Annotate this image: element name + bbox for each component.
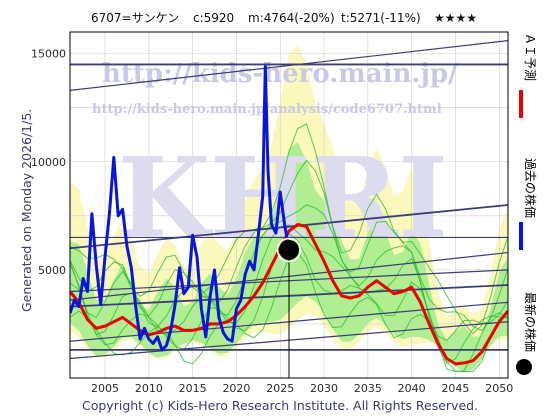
x-tick-2035: 2035 [354,382,382,395]
green-line-4 [70,159,508,332]
header-stars: ★★★★ [434,11,477,25]
legend: ＡＩ予測 過去の株価 最新の株価 [516,33,538,375]
trend-line-1 [70,40,508,91]
series-past-price [70,65,291,352]
generated-date-label: Generated on Monday 2026/1/5. [19,109,34,312]
x-tick-2050: 2050 [485,382,513,395]
legend-past-swatch [519,222,523,250]
x-tick-2040: 2040 [398,382,426,395]
x-tick-2005: 2005 [91,382,119,395]
header-m-value: m:4764(-20%) [248,11,335,25]
x-tick-2025: 2025 [266,382,294,395]
watermark-url-main: http://kids-hero.main.jp/ [102,59,458,89]
legend-ai-label: ＡＩ予測 [523,33,537,81]
trend-line-3 [70,204,508,250]
plot-frame [69,31,509,379]
header-t-value: t:5271(-11%) [341,11,421,25]
legend-latest-dot [516,359,532,375]
green-line-5 [70,123,508,335]
legend-latest-label: 最新の株価 [523,292,538,352]
y-tick-5000: 5000 [38,264,66,277]
header-ticker: 6707=サンケン [91,11,179,25]
x-tick-2020: 2020 [222,382,250,395]
x-tick-2015: 2015 [179,382,207,395]
y-tick-10000: 10000 [31,156,66,169]
y-tick-15000: 15000 [31,48,66,61]
series-lines [70,65,508,366]
x-tick-2045: 2045 [441,382,469,395]
x-tick-2030: 2030 [310,382,338,395]
copyright-footer: Copyright (c) Kids-Hero Research Institu… [82,398,478,413]
latest-price-marker [279,239,299,260]
latest-price-ring [276,237,302,263]
legend-ai-swatch [519,90,523,118]
legend-past-label: 過去の株価 [523,158,538,218]
x-tick-2010: 2010 [135,382,163,395]
header-current: c:5920 [193,11,234,25]
